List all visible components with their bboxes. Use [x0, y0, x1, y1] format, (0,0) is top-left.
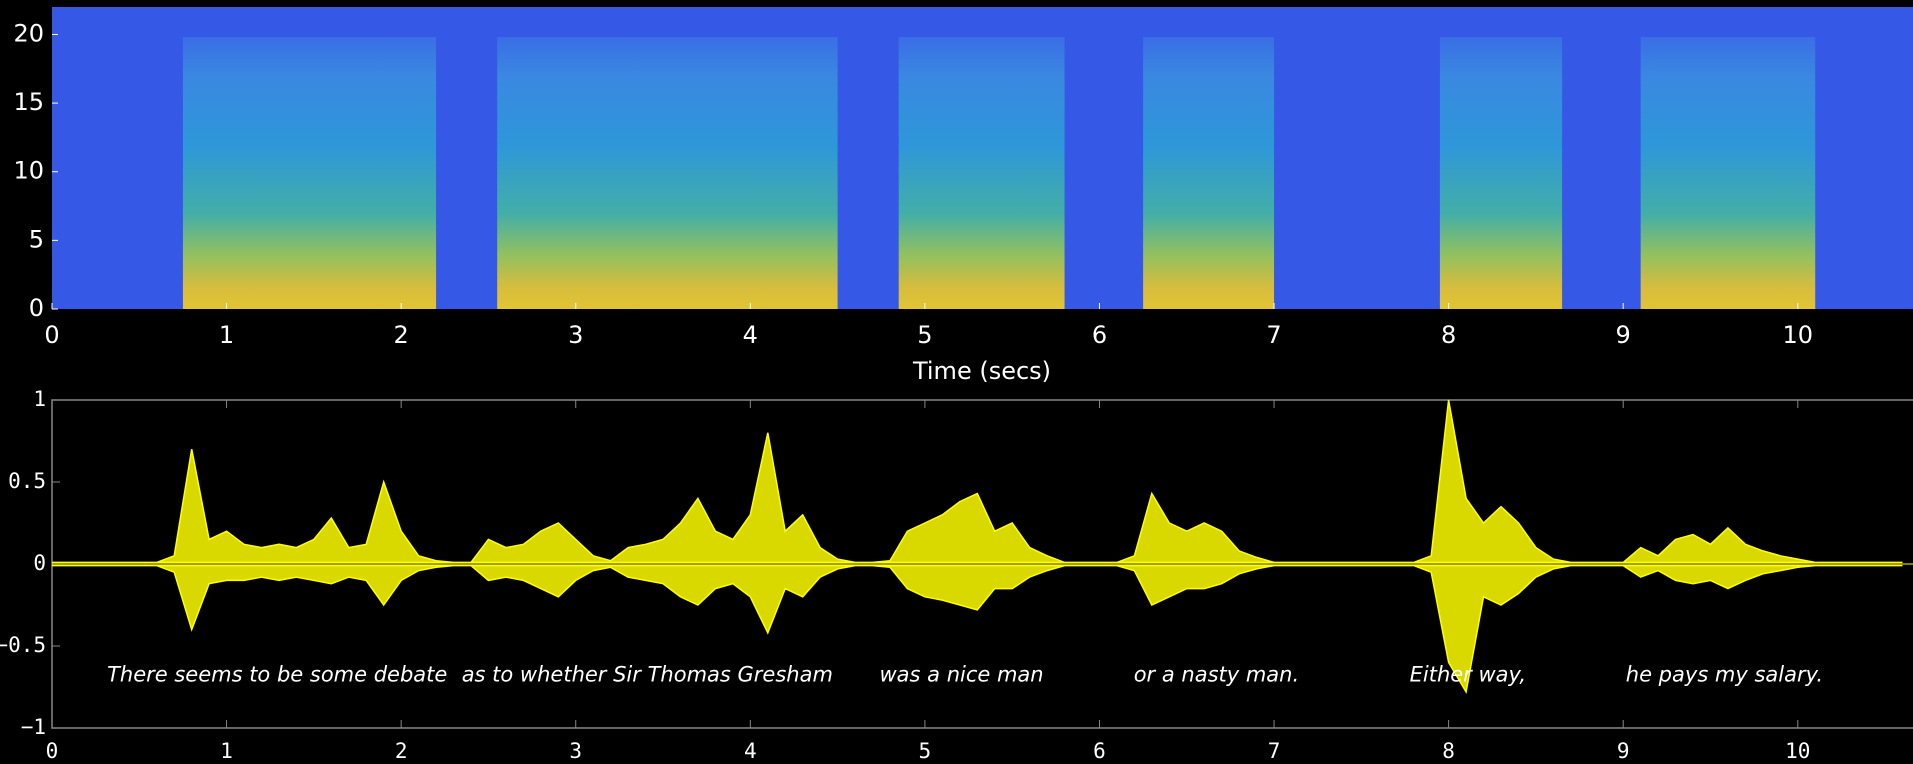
- x-tick-label: 10: [1783, 321, 1814, 349]
- speech-segment: [899, 37, 1065, 309]
- x-tick-label: 2: [395, 739, 408, 763]
- y-tick-label: 10: [13, 157, 44, 185]
- transcript-annotation: was a nice man: [879, 663, 1043, 687]
- transcript-annotation: as to whether Sir Thomas Gresham: [462, 663, 833, 687]
- y-tick-label: −1: [21, 715, 46, 739]
- transcript-annotation: or a nasty man.: [1134, 663, 1299, 687]
- y-tick-label: 15: [13, 88, 44, 116]
- x-tick-label: 10: [1785, 739, 1810, 763]
- x-tick-label: 4: [743, 321, 758, 349]
- x-tick-label: 2: [394, 321, 409, 349]
- figure: 01234567891005101520Time (secs)012345678…: [0, 0, 1913, 764]
- x-tick-label: 8: [1441, 321, 1456, 349]
- x-tick-label: 0: [44, 321, 59, 349]
- x-tick-label: 1: [220, 739, 233, 763]
- x-tick-label: 6: [1093, 739, 1106, 763]
- speech-segment: [1440, 37, 1562, 309]
- x-tick-label: 9: [1617, 739, 1630, 763]
- x-tick-label: 4: [744, 739, 757, 763]
- y-tick-label: 1: [33, 387, 46, 411]
- y-tick-label: 5: [29, 225, 44, 253]
- y-tick-label: 0: [29, 294, 44, 322]
- speech-segment: [1641, 37, 1816, 309]
- transcript-annotation: he pays my salary.: [1626, 663, 1823, 687]
- transcript-annotation: There seems to be some debate: [107, 663, 447, 687]
- y-tick-label: 0.5: [8, 469, 46, 493]
- x-tick-label: 1: [219, 321, 234, 349]
- x-tick-label: 0: [46, 739, 59, 763]
- transcript-annotation: Either way,: [1410, 663, 1526, 687]
- y-tick-label: 0: [33, 551, 46, 575]
- x-tick-label: 5: [919, 739, 932, 763]
- x-tick-label: 7: [1266, 321, 1281, 349]
- waveform-envelope: [52, 400, 1903, 562]
- speech-segment: [497, 37, 837, 309]
- speech-segment: [1143, 37, 1274, 309]
- x-tick-label: 7: [1268, 739, 1281, 763]
- y-tick-label: 20: [13, 19, 44, 47]
- x-tick-label: 8: [1442, 739, 1455, 763]
- x-tick-label: 6: [1092, 321, 1107, 349]
- x-tick-label: 5: [917, 321, 932, 349]
- x-axis-label: Time (secs): [912, 357, 1051, 385]
- speech-segment: [183, 37, 436, 309]
- x-tick-label: 3: [569, 739, 582, 763]
- x-tick-label: 9: [1616, 321, 1631, 349]
- x-tick-label: 3: [568, 321, 583, 349]
- y-tick-label: −0.5: [0, 633, 46, 657]
